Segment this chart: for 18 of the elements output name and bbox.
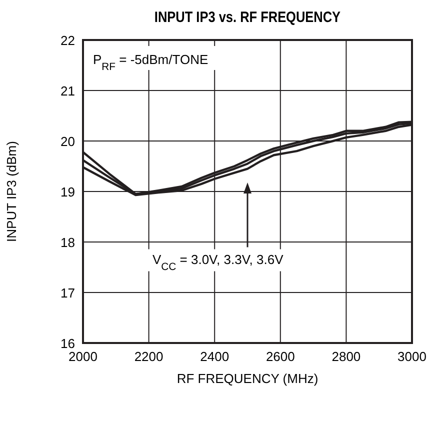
x-tick-label: 2800	[332, 349, 361, 364]
y-tick-label: 20	[60, 134, 75, 149]
y-tick-label: 19	[60, 184, 75, 200]
y-tick-label: 16	[60, 336, 75, 351]
y-tick-label: 22	[60, 33, 75, 48]
y-tick-label: 18	[60, 235, 75, 250]
y-tick-label: 21	[60, 84, 75, 98]
x-axis-title: RF FREQUENCY (MHz)	[176, 371, 318, 386]
y-axis-title: INPUT IP3 (dBm)	[4, 141, 19, 242]
x-tick-label: 2000	[68, 349, 98, 364]
x-tick-label: 2600	[266, 349, 295, 364]
x-tick-label: 2200	[134, 349, 164, 364]
annotation: P$_{RF}$ = -5dBm/TONE	[93, 52, 208, 72]
annotation: V$_{CC}$ = 3.0V, 3.3V, 3.6V	[152, 252, 284, 273]
x-tick-label: 2400	[200, 349, 230, 364]
y-tick-label: 17	[60, 286, 75, 300]
chart-title: INPUT IP3 vs. RF FREQUENCY	[154, 8, 342, 26]
x-tick-label: 3000	[398, 349, 426, 364]
